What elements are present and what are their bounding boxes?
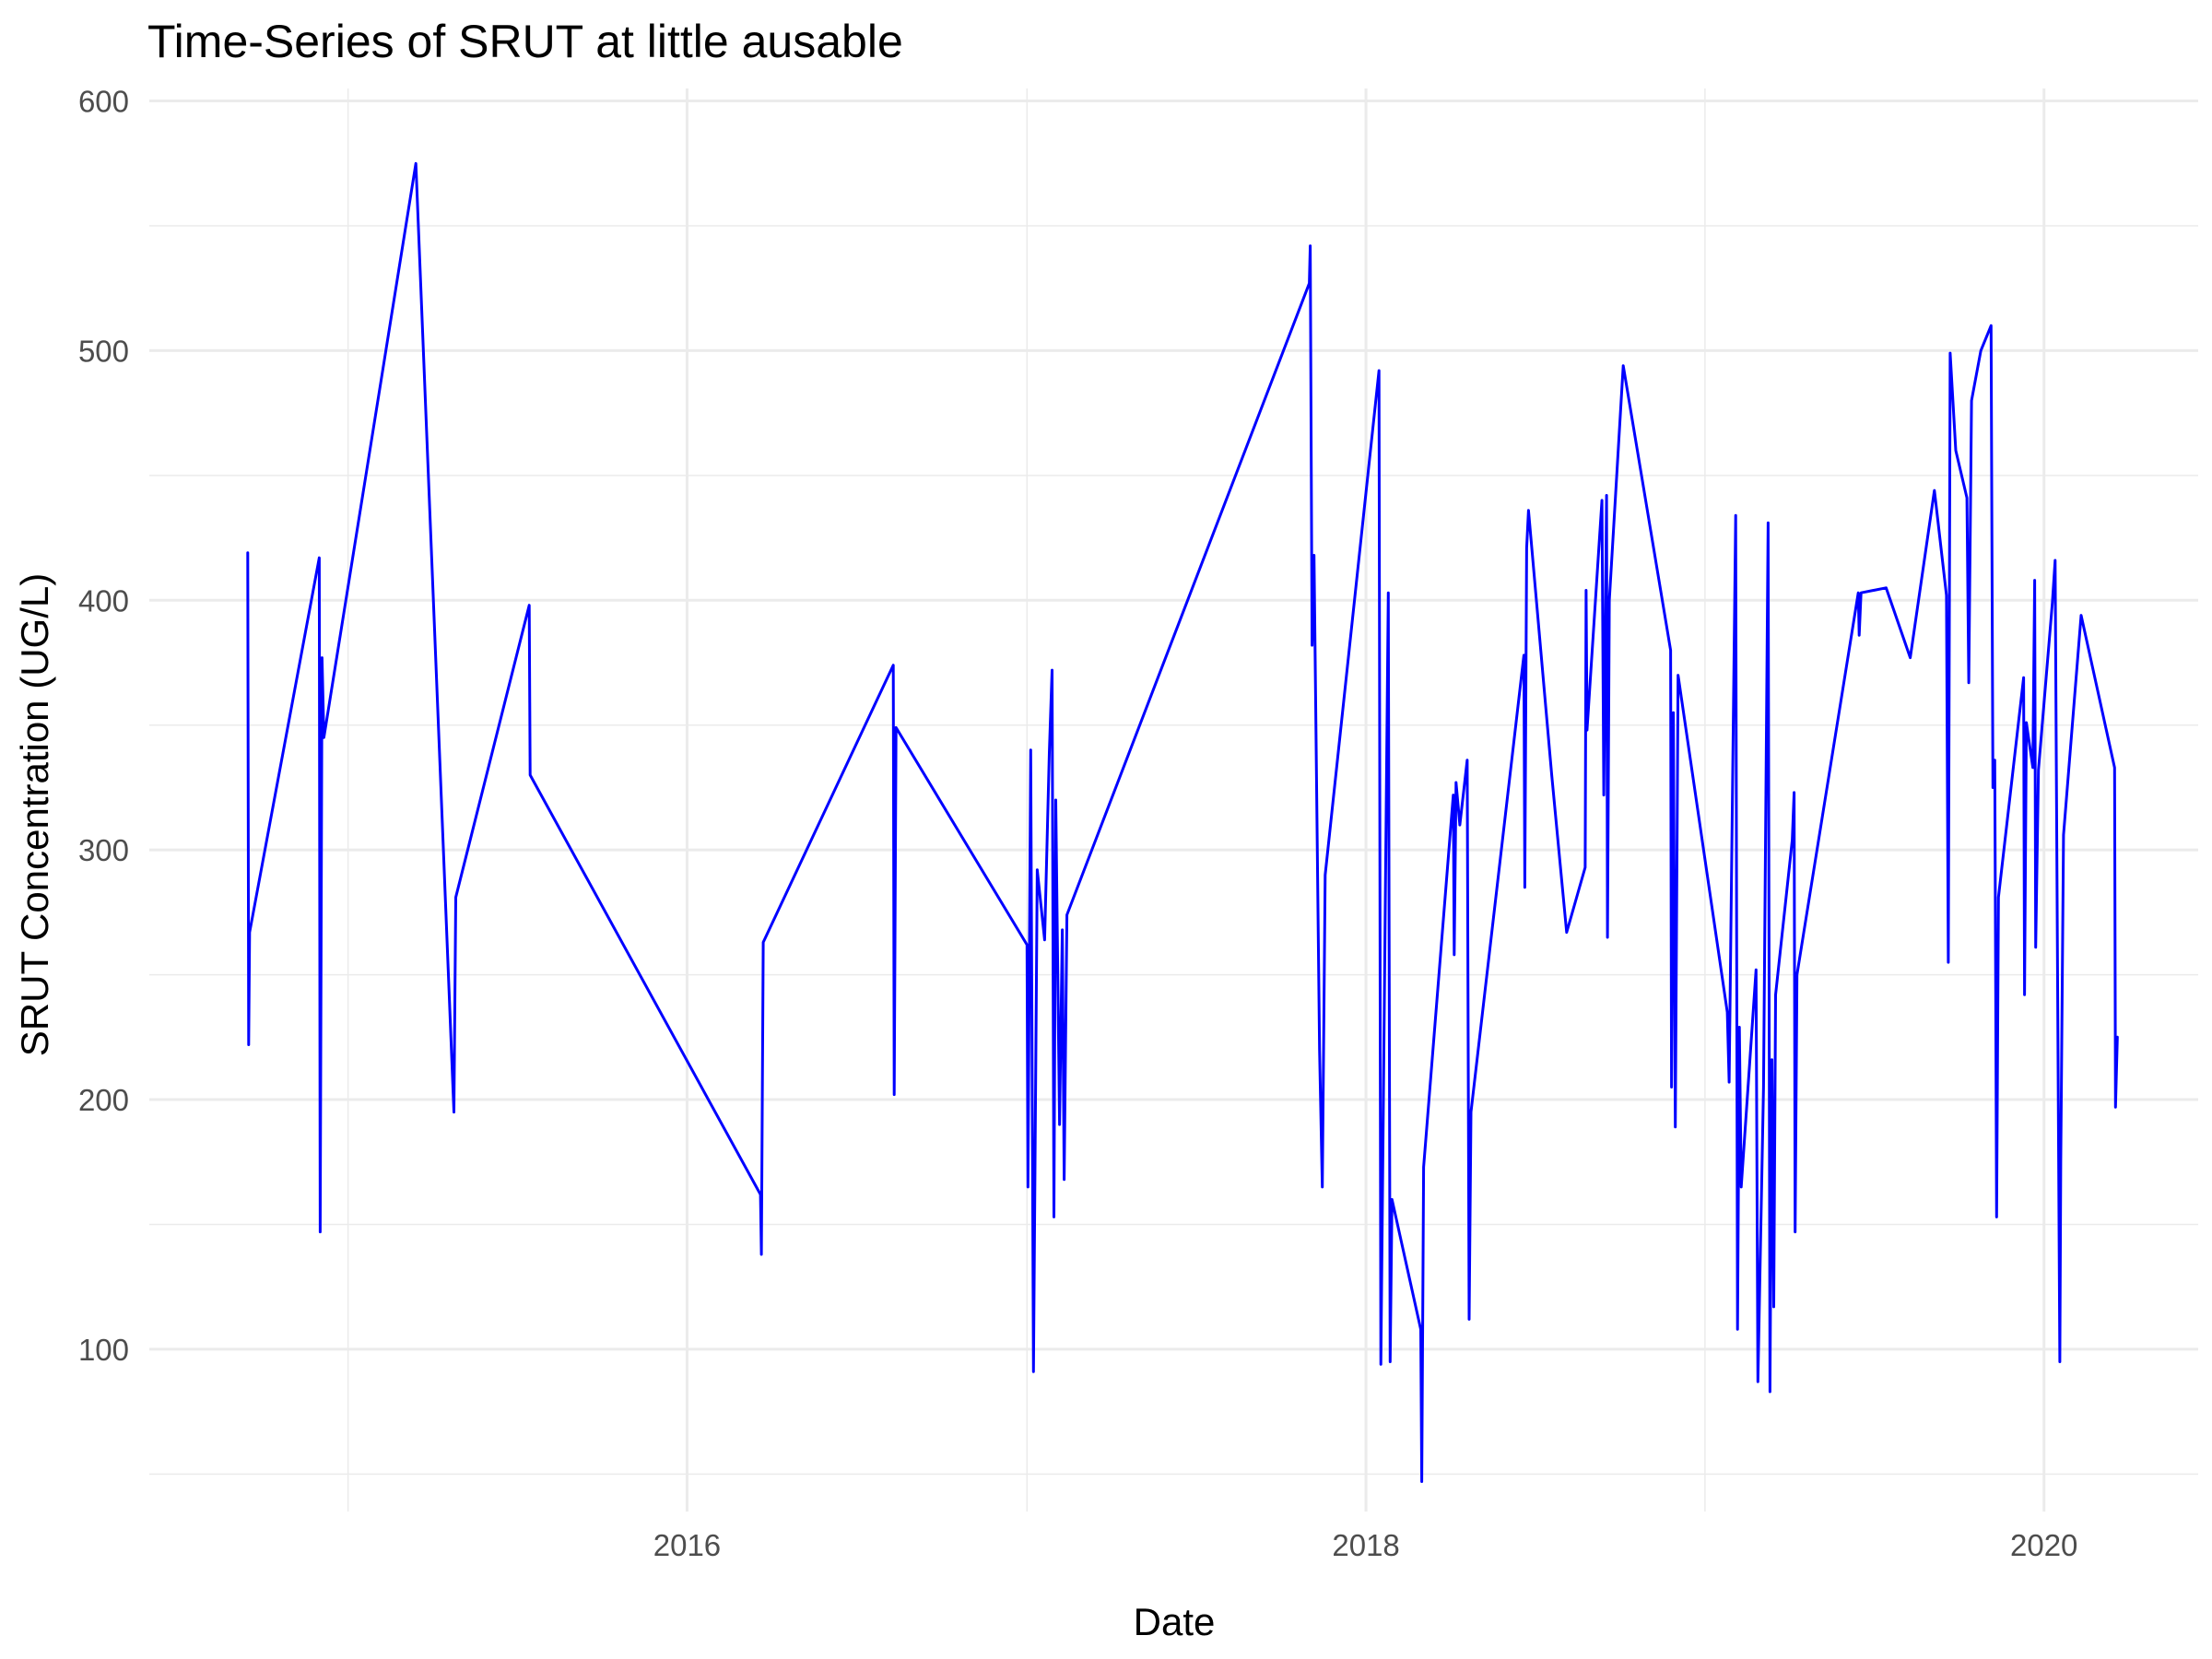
y-axis-title: SRUT Concentration (UG/L) [13, 573, 56, 1056]
x-tick-label: 2018 [1332, 1528, 1399, 1562]
y-tick-label: 400 [78, 583, 129, 618]
x-tick-label: 2016 [653, 1528, 721, 1562]
series-layer [246, 161, 2119, 1483]
y-tick-label: 200 [78, 1083, 129, 1117]
chart-title: Time-Series of SRUT at little ausable [147, 16, 903, 67]
y-tick-label: 600 [78, 85, 129, 119]
series-line [246, 161, 2119, 1483]
tick-labels: 100 200 300 400 500 600 2016 2018 2020 [78, 85, 2077, 1562]
y-tick-label: 300 [78, 833, 129, 867]
y-tick-label: 100 [78, 1333, 129, 1367]
grid-lines [149, 88, 2198, 1512]
x-axis-title: Date [1134, 1600, 1216, 1643]
x-tick-label: 2020 [2010, 1528, 2077, 1562]
y-tick-label: 500 [78, 334, 129, 368]
